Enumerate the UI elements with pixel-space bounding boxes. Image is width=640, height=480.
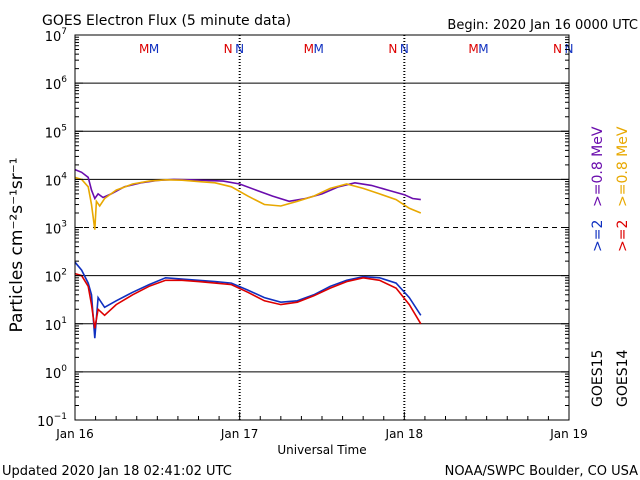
updated-timestamp: Updated 2020 Jan 18 02:41:02 UTC: [2, 464, 232, 479]
y-axis-ticks: 107 106 105 104 103 102 101 100 10−1: [37, 27, 569, 430]
satellite-marker: M: [478, 42, 488, 56]
y-tick-label: 102: [45, 268, 67, 286]
x-axis-ticks: Jan 16 Jan 17 Jan 18 Jan 19: [55, 412, 588, 441]
legend-entry: >=2: [590, 220, 606, 252]
gridlines: [75, 82, 569, 373]
satellite-marker: N: [388, 42, 397, 56]
chart-title: GOES Electron Flux (5 minute data): [42, 13, 291, 29]
day-boundary-markers: [238, 35, 406, 420]
x-tick-label: Jan 16: [55, 427, 94, 441]
legend-entry: >=0.8 MeV: [590, 126, 606, 207]
credit: NOAA/SWPC Boulder, CO USA: [445, 464, 638, 479]
x-tick-label: Jan 17: [220, 427, 259, 441]
legend-entry: GOES14: [615, 349, 631, 407]
y-tick-label: 104: [45, 171, 68, 189]
series-line: [74, 176, 422, 230]
x-tick-label: Jan 19: [549, 427, 588, 441]
series-line: [74, 168, 421, 203]
x-axis-label: Universal Time: [277, 443, 366, 457]
satellite-marker: N: [235, 42, 244, 56]
begin-time: Begin: 2020 Jan 16 0000 UTC: [447, 18, 638, 33]
satellite-marker: M: [304, 42, 314, 56]
series-line: [74, 272, 422, 329]
x-tick-label: Jan 18: [385, 427, 424, 441]
y-tick-label: 105: [45, 123, 67, 141]
satellite-marker: M: [314, 42, 324, 56]
legend-entry: >=2: [615, 220, 631, 252]
y-tick-label: 10−1: [37, 412, 67, 430]
y-tick-label: 106: [45, 75, 68, 93]
legend: GOES15 >=2 >=0.8 MeV GOES14 >=2 >=0.8 MeV: [590, 126, 631, 407]
series-lines: [74, 168, 422, 339]
y-axis-label: Particles cm⁻²s⁻¹sr⁻¹: [7, 157, 27, 332]
satellite-marker: M: [139, 42, 149, 56]
satellite-marker: N: [224, 42, 233, 56]
series-line: [74, 261, 422, 339]
satellite-marker: N: [400, 42, 409, 56]
y-tick-label: 103: [45, 220, 67, 238]
legend-entry: >=0.8 MeV: [615, 126, 631, 207]
y-tick-label: 100: [45, 364, 68, 382]
legend-entry: GOES15: [590, 350, 606, 407]
satellite-marker: N: [553, 42, 562, 56]
satellite-marker: M: [149, 42, 159, 56]
y-tick-label: 107: [45, 27, 67, 45]
y-tick-label: 101: [45, 316, 67, 334]
satellite-marker: M: [468, 42, 478, 56]
